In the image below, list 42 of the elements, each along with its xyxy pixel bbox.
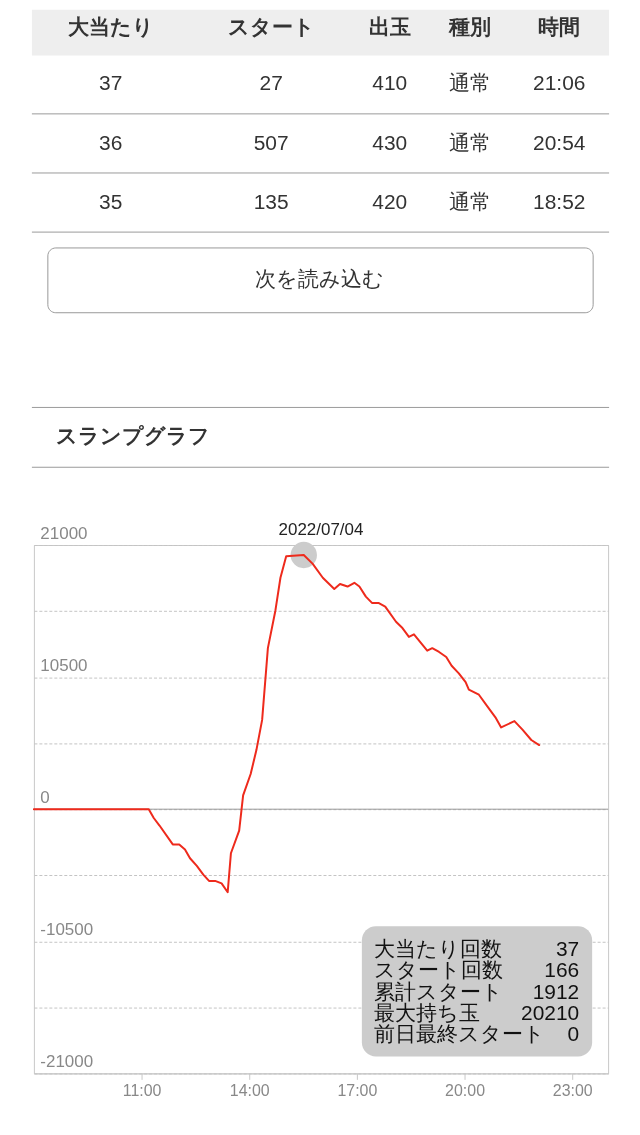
text: 次を読み込む — [254, 266, 384, 290]
text: 420 — [372, 189, 408, 213]
y-tick-label: 0 — [40, 787, 50, 807]
text: 410 — [372, 71, 408, 95]
y-tick-label: -10500 — [40, 919, 94, 939]
annotation: スタート回数 — [373, 958, 503, 982]
text: 135 — [253, 189, 289, 213]
category-label: 大当たり — [67, 14, 154, 38]
category-label: 種別 — [447, 14, 491, 38]
chart-title: スランプグラフ — [55, 424, 210, 448]
annotation: 166 — [544, 958, 580, 982]
category-label: スタート — [227, 14, 315, 38]
x-tick-label: 14:00 — [229, 1081, 270, 1099]
x-tick-label: 20:00 — [445, 1081, 486, 1099]
text: 36 — [99, 130, 123, 154]
chart-subtitle: 2022/07/04 — [278, 520, 364, 540]
text: 18:52 — [533, 189, 586, 213]
annotation: 前日最終スタート — [373, 1022, 545, 1046]
annotation: 大当たり回数 — [373, 937, 502, 961]
text: 21:06 — [533, 71, 586, 95]
category-label: 時間 — [538, 14, 581, 38]
y-tick-label: 10500 — [40, 655, 88, 675]
annotation: 累計スタート — [373, 979, 503, 1003]
x-tick-label: 11:00 — [122, 1081, 162, 1099]
annotation: 0 — [567, 1022, 580, 1046]
text: 37 — [99, 71, 123, 95]
text: 27 — [259, 71, 283, 95]
category-label: 出玉 — [368, 14, 411, 38]
x-tick-label: 23:00 — [552, 1081, 593, 1099]
x-tick-label: 17:00 — [337, 1081, 378, 1099]
text: 通常 — [448, 71, 491, 95]
annotation: 37 — [555, 937, 580, 961]
text: 20:54 — [533, 130, 586, 154]
text: 430 — [372, 130, 408, 154]
text: 通常 — [448, 130, 491, 154]
y-tick-label: 21000 — [40, 523, 88, 543]
annotation: 1912 — [532, 979, 580, 1003]
text: 35 — [99, 189, 123, 213]
text: 507 — [253, 130, 289, 154]
y-tick-label: -21000 — [40, 1051, 94, 1071]
annotation: 20210 — [521, 1000, 580, 1024]
text: 通常 — [448, 189, 491, 213]
